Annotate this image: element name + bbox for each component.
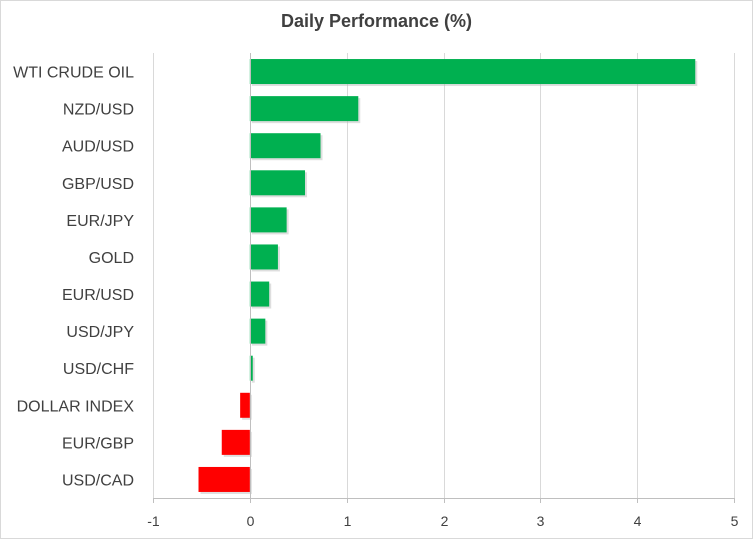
x-tick-label: 1 [344, 513, 352, 529]
category-label: NZD/USD [63, 102, 134, 119]
bar [198, 466, 250, 492]
axes: -1 0 1 2 3 4 5 [147, 53, 739, 529]
category-labels: WTI CRUDE OIL NZD/USD AUD/USD GBP/USD EUR/JP… [13, 65, 134, 490]
x-tick-label: 4 [634, 513, 642, 529]
bar [249, 281, 270, 307]
x-tick-label: 0 [247, 513, 255, 529]
bar [249, 355, 253, 381]
category-label: GBP/USD [62, 176, 134, 193]
category-label: USD/CHF [63, 361, 134, 378]
bar [240, 392, 250, 418]
category-label: EUR/GBP [62, 435, 134, 452]
category-label: WTI CRUDE OIL [13, 65, 134, 82]
bar [249, 244, 278, 270]
x-tick-label: 3 [537, 513, 545, 529]
bar [249, 133, 321, 159]
x-tick-label: -1 [147, 513, 160, 529]
category-label: AUD/USD [62, 139, 134, 156]
bar-shadow [251, 357, 255, 383]
category-label: USD/CAD [62, 472, 134, 489]
gridlines [153, 53, 735, 498]
bar [249, 170, 306, 196]
category-label: USD/JPY [66, 324, 134, 341]
x-tick-label: 2 [441, 513, 449, 529]
bar [249, 318, 266, 344]
bars [198, 59, 698, 494]
x-tick-label: 5 [731, 513, 739, 529]
bar [221, 429, 250, 455]
category-label: DOLLAR INDEX [17, 398, 135, 415]
bar [249, 96, 359, 122]
category-label: GOLD [89, 250, 134, 267]
category-label: EUR/USD [62, 287, 134, 304]
bar [249, 59, 696, 85]
category-label: EUR/JPY [66, 213, 134, 230]
chart-title: Daily Performance (%) [280, 11, 473, 31]
bar [249, 207, 287, 233]
